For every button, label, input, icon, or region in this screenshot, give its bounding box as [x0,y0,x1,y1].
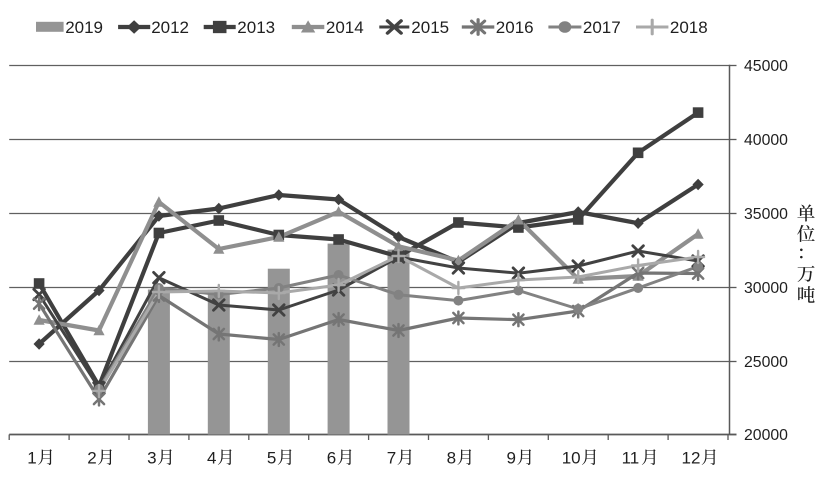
svg-text:2018: 2018 [670,18,708,37]
svg-text:4: 4 [207,449,216,468]
svg-text:10: 10 [562,449,581,468]
svg-text:7: 7 [387,449,396,468]
svg-text:1: 1 [27,449,36,468]
svg-text:12: 12 [682,449,701,468]
svg-text:2015: 2015 [411,18,449,37]
svg-text:8: 8 [447,449,456,468]
svg-text:20000: 20000 [744,427,788,444]
svg-text:2013: 2013 [237,18,275,37]
svg-text:5: 5 [267,449,276,468]
svg-text:9: 9 [507,449,516,468]
svg-text:30000: 30000 [744,280,788,297]
svg-text:6: 6 [327,449,336,468]
svg-text:2016: 2016 [496,18,534,37]
svg-text:25000: 25000 [744,354,788,371]
svg-text:35000: 35000 [744,206,788,223]
svg-text:40000: 40000 [744,132,788,149]
svg-text:2014: 2014 [326,18,364,37]
svg-text:2: 2 [87,449,96,468]
svg-text:3: 3 [147,449,156,468]
svg-text:2019: 2019 [65,18,103,37]
svg-text:45000: 45000 [744,58,788,75]
svg-text:2012: 2012 [151,18,189,37]
svg-text:2017: 2017 [583,18,621,37]
svg-text:11: 11 [622,449,640,468]
